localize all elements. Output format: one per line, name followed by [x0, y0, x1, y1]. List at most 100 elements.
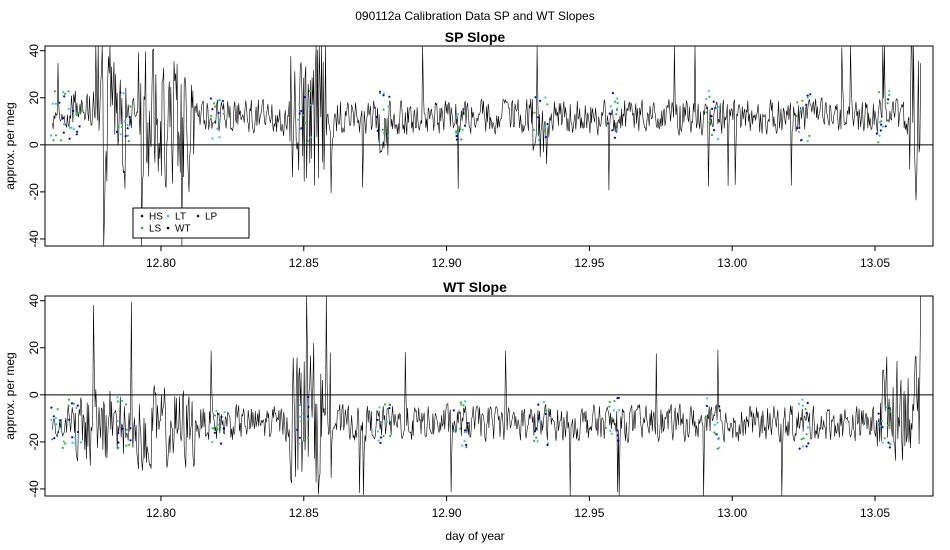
- legend-label-lt: LT: [175, 212, 186, 223]
- calibration-point: [877, 141, 880, 144]
- calibration-point: [52, 415, 55, 418]
- calibration-point: [67, 90, 70, 93]
- calibration-point: [809, 93, 812, 96]
- calibration-point: [378, 406, 381, 409]
- calibration-point: [129, 439, 132, 442]
- calibration-point: [307, 396, 310, 399]
- calibration-point: [878, 134, 881, 137]
- y-tick-label: -40: [27, 480, 41, 498]
- calibration-point: [884, 125, 887, 128]
- calibration-point: [714, 433, 717, 436]
- calibration-point: [887, 441, 890, 444]
- panel-wt-slope: WT Slope 12.80 12.85 12.90 12.95 13.00 13.05 …: [3, 279, 934, 520]
- calibration-point: [545, 409, 548, 412]
- calibration-point: [535, 132, 538, 135]
- calibration-point: [881, 419, 884, 422]
- calibration-point: [218, 136, 221, 139]
- calibration-point: [463, 431, 466, 434]
- plot-frame-wt: [44, 295, 934, 497]
- calibration-point: [119, 133, 122, 136]
- calibration-point: [219, 418, 222, 421]
- calibration-point: [875, 132, 879, 135]
- x-tick-label: 13.00: [717, 256, 747, 270]
- calibration-point: [455, 116, 458, 119]
- calibration-point: [388, 95, 391, 98]
- calibration-point: [544, 412, 548, 416]
- calibration-point: [56, 408, 59, 411]
- calibration-point: [69, 423, 72, 426]
- y-tick-label: 40: [27, 44, 41, 58]
- calibration-point: [461, 128, 464, 131]
- ylabel-wt: approx. per meg: [3, 352, 17, 439]
- calibration-point: [807, 442, 810, 445]
- calibration-point: [801, 99, 804, 102]
- figure-title: 090112a Calibration Data SP and WT Slope…: [355, 9, 594, 23]
- calibration-point: [889, 443, 892, 446]
- calibration-point: [307, 405, 310, 409]
- y-axis-sp: -40 -20 0 20 40: [27, 44, 45, 248]
- calibration-point: [536, 116, 540, 119]
- calibration-point: [77, 111, 81, 114]
- calibration-point: [383, 403, 387, 406]
- calibration-point: [381, 128, 384, 131]
- calibration-point: [798, 126, 801, 129]
- calibration-point: [887, 98, 890, 101]
- calibration-point: [608, 112, 611, 115]
- calibration-point: [458, 427, 462, 430]
- calibration-point: [116, 396, 119, 399]
- series-wt-slope: [45, 295, 933, 497]
- x-tick-label: 13.00: [717, 506, 747, 520]
- calibration-point: [615, 113, 618, 116]
- calibration-point: [302, 114, 305, 117]
- calibration-point: [806, 401, 809, 405]
- calibration-point: [717, 106, 721, 109]
- calibration-point: [715, 107, 718, 110]
- calibration-point: [55, 423, 58, 426]
- calibration-point: [463, 429, 467, 432]
- calibration-point: [389, 435, 392, 438]
- calibration-point: [616, 128, 619, 131]
- calibration-point: [62, 440, 65, 443]
- calibration-point: [51, 438, 54, 441]
- calibration-point: [50, 134, 53, 137]
- calibration-point: [463, 400, 467, 403]
- calibration-point: [62, 91, 65, 94]
- calibration-point: [307, 436, 310, 440]
- calibration-point: [303, 96, 306, 99]
- legend-label-wt: WT: [175, 224, 191, 235]
- calibration-point: [72, 402, 75, 405]
- calibration-point: [75, 114, 78, 117]
- x-tick-label: 12.95: [574, 506, 604, 520]
- calibration-point: [223, 411, 226, 414]
- calibration-point: [383, 131, 386, 135]
- calibration-point: [887, 407, 890, 410]
- calibration-point: [617, 439, 620, 442]
- series-line: [52, 45, 921, 247]
- calibration-point: [379, 441, 382, 444]
- calibration-point: [309, 136, 312, 139]
- legend-marker-lp: [196, 214, 200, 218]
- calibration-point: [616, 101, 619, 105]
- calibration-point: [78, 125, 81, 128]
- y-tick-label: 0: [27, 141, 41, 148]
- calibration-point: [77, 430, 80, 434]
- calibration-point: [71, 441, 74, 444]
- calibration-point: [805, 103, 808, 106]
- x-tick-label: 12.90: [432, 506, 462, 520]
- calibration-point: [879, 129, 882, 132]
- calibration-point: [63, 95, 66, 98]
- calibration-point: [710, 115, 713, 118]
- calibration-point: [544, 96, 547, 99]
- calibration-point: [209, 97, 213, 100]
- calibration-point: [127, 140, 130, 143]
- calibration-point: [887, 424, 890, 427]
- calibration-point: [795, 114, 798, 117]
- panel-sp-slope: SP Slope 12.80 12.85 12.90 12.95 13.00 13.05 …: [3, 29, 934, 270]
- calibration-point: [298, 436, 301, 439]
- calibration-point: [115, 130, 119, 133]
- calibration-point: [376, 129, 379, 132]
- calibration-point: [806, 96, 809, 99]
- calibration-point: [797, 402, 801, 405]
- x-axis-sp: 12.80 12.85 12.90 12.95 13.00 13.05: [146, 246, 890, 270]
